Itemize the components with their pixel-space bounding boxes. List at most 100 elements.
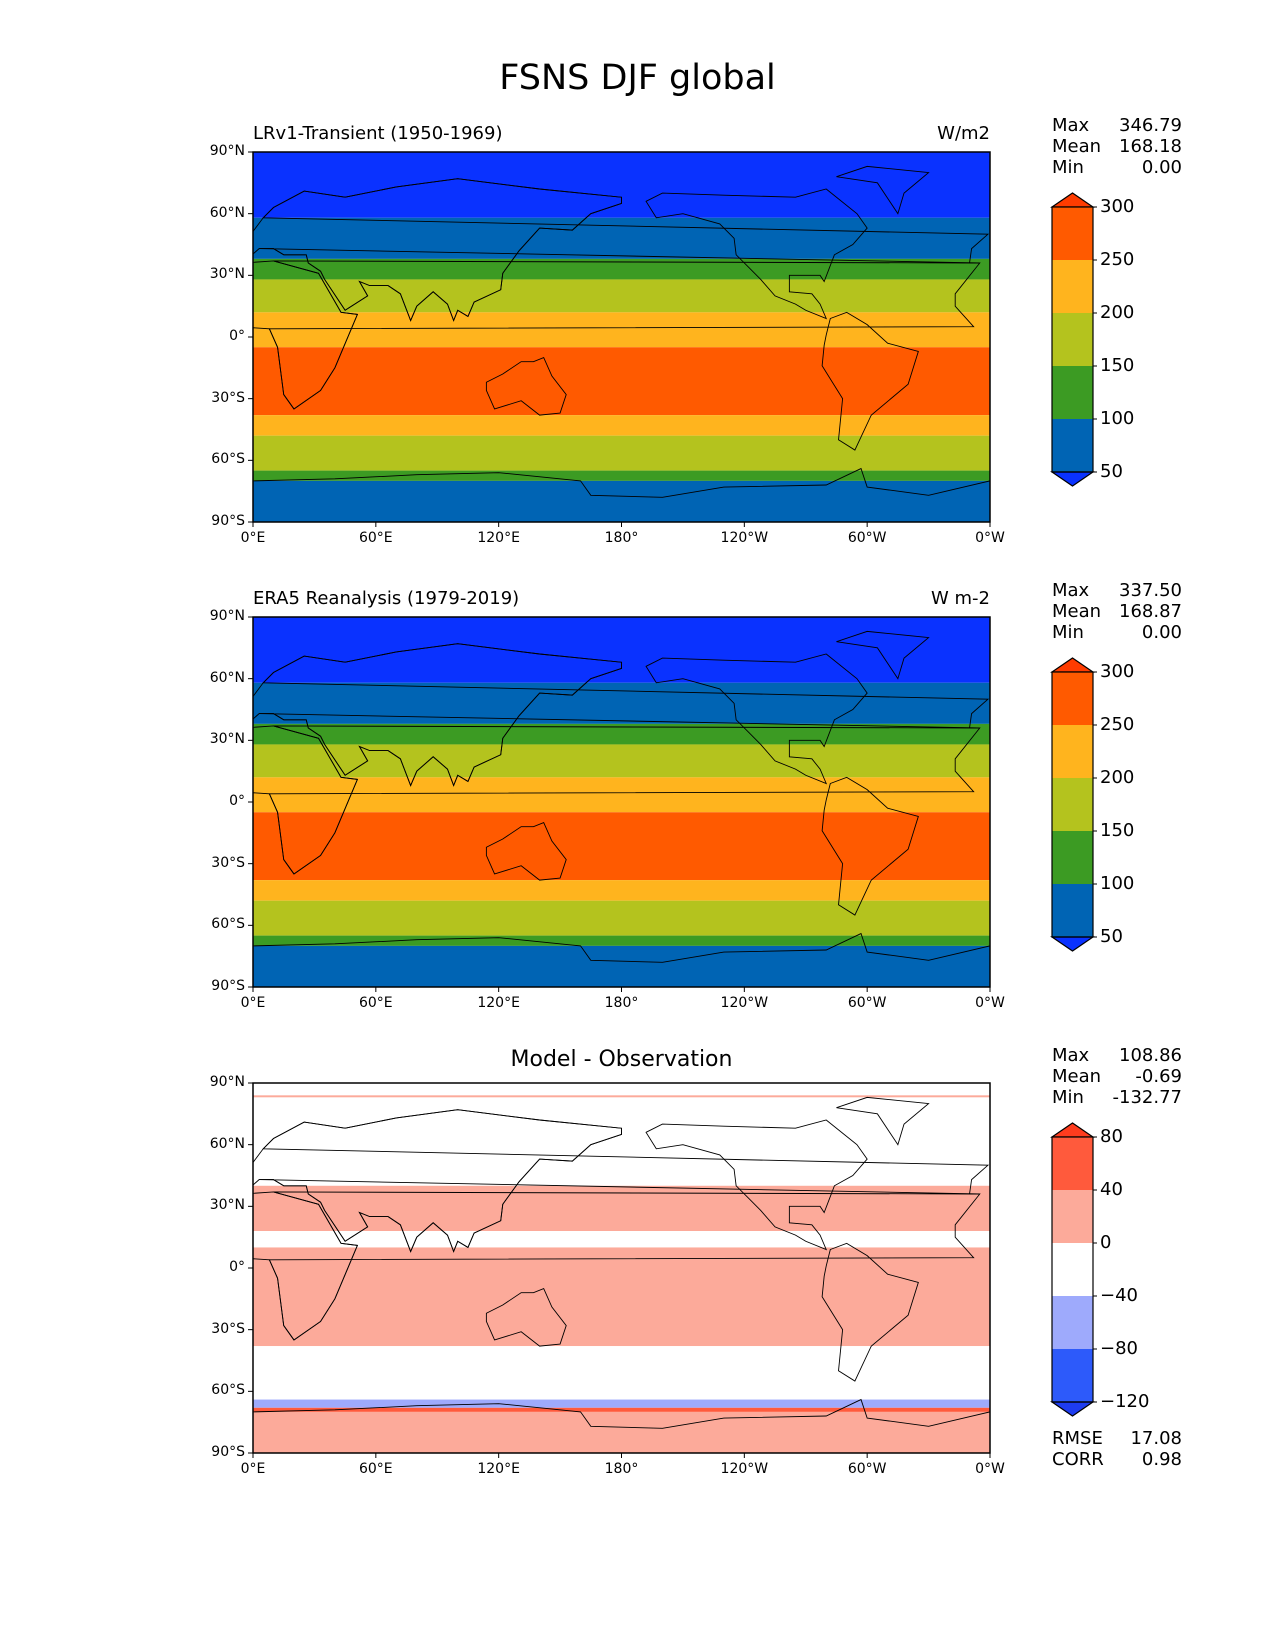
map-panel-2 — [253, 617, 990, 987]
stat-value: 337.50 — [1119, 580, 1182, 601]
coastline — [836, 165, 930, 215]
colorbar-segment — [1052, 207, 1093, 260]
lon-tick-label: 0°E — [240, 530, 266, 546]
panel-2-units: W m-2 — [930, 588, 990, 609]
coastline — [821, 1242, 919, 1382]
lon-tick-label: 180° — [604, 995, 639, 1011]
lat-tick-label: 90°N — [209, 143, 245, 159]
coastline — [485, 821, 567, 881]
panel-2-stats: Max 337.50 Mean 168.87 Min 0.00 — [1052, 580, 1182, 643]
lon-tick-label: 0°E — [240, 1461, 266, 1477]
colorbar-2 — [1050, 657, 1097, 952]
lat-tick-label: 60°S — [211, 451, 245, 468]
coastline — [253, 260, 359, 410]
lat-tick-label: 60°N — [209, 204, 245, 221]
stat-value: 17.08 — [1130, 1428, 1182, 1449]
stat-label: Mean — [1052, 601, 1102, 622]
map-panel-3 — [253, 1083, 990, 1453]
colorbar-frame — [1051, 671, 1094, 938]
lon-tick-label: 120°E — [477, 995, 520, 1011]
lon-tick-label: 0°E — [240, 995, 266, 1011]
stat-label: CORR — [1052, 1449, 1104, 1470]
field-band — [253, 723, 990, 745]
panel-3-stats: Max 108.86 Mean -0.69 Min -132.77 — [1052, 1045, 1182, 1108]
colorbar-tick-label: 150 — [1100, 820, 1135, 841]
figure-title: FSNS DJF global — [499, 58, 776, 98]
stat-value: -132.77 — [1112, 1087, 1182, 1108]
field-band — [253, 258, 990, 280]
coastline — [253, 725, 359, 875]
field-band — [253, 1411, 990, 1453]
colorbar-tick-label: 50 — [1100, 926, 1123, 947]
lon-tick-label: 60°E — [358, 995, 393, 1011]
colorbar-segment — [1052, 366, 1093, 419]
lat-tick-label: 90°S — [211, 1444, 245, 1460]
lon-tick-label: 0°W — [975, 530, 1005, 546]
panel-1-title-left: LRv1-Transient (1950-1969) — [253, 123, 503, 144]
panel-1-units: W/m2 — [937, 123, 990, 144]
colorbar-top-extend — [1050, 657, 1095, 673]
colorbar-tick-label: 50 — [1100, 461, 1123, 482]
field-band — [253, 617, 990, 683]
colorbar-tick-label: 200 — [1100, 302, 1135, 323]
colorbar-segment — [1052, 1296, 1093, 1349]
lon-tick-label: 60°E — [358, 530, 393, 546]
lat-tick-label: 60°S — [211, 916, 245, 933]
colorbar-frame — [1051, 1136, 1094, 1403]
stat-value: 0.98 — [1141, 1449, 1182, 1470]
lat-tick-label: 60°N — [209, 669, 245, 686]
stat-value: -0.69 — [1135, 1066, 1182, 1087]
lat-tick-label: 30°N — [209, 731, 245, 748]
field-band — [253, 347, 990, 416]
lon-tick-label: 120°W — [720, 1461, 769, 1477]
field-band — [253, 900, 990, 936]
field-band — [253, 744, 990, 778]
stat-label: Mean — [1052, 136, 1102, 157]
stat-label: RMSE — [1052, 1428, 1103, 1449]
field-band — [253, 1346, 990, 1400]
stat-value: 346.79 — [1119, 115, 1182, 136]
colorbar-tick-label: 300 — [1100, 196, 1135, 217]
lat-tick-label: 30°S — [211, 1320, 245, 1337]
stat-label: Max — [1052, 115, 1090, 136]
stat-value: 168.87 — [1119, 601, 1182, 622]
coastline — [253, 467, 990, 522]
lon-tick-label: 120°W — [720, 530, 769, 546]
colorbar-tick-label: 150 — [1100, 355, 1135, 376]
colorbar-tick-label: 0 — [1100, 1232, 1112, 1253]
colorbar-1 — [1050, 192, 1097, 487]
field-band — [253, 470, 990, 481]
field-band — [253, 217, 990, 259]
colorbar-segment — [1052, 313, 1093, 366]
field-band — [253, 880, 990, 901]
lat-tick-label: 0° — [229, 1259, 245, 1275]
lon-tick-label: 180° — [604, 530, 639, 546]
lon-tick-label: 60°W — [847, 995, 887, 1011]
colorbar-segment — [1052, 1349, 1093, 1402]
coastline — [253, 1191, 359, 1341]
lon-tick-label: 120°E — [477, 1461, 520, 1477]
panel-3-skill-stats: RMSE 17.08 CORR 0.98 — [1052, 1428, 1182, 1470]
lat-tick-label: 30°N — [209, 266, 245, 283]
lat-tick-label: 30°S — [211, 854, 245, 871]
coastline — [253, 178, 622, 322]
field-band — [253, 1407, 990, 1412]
field-band — [253, 1231, 990, 1248]
coastline — [253, 1109, 622, 1253]
coastline — [485, 1287, 567, 1347]
lat-tick-label: 30°N — [209, 1197, 245, 1214]
colorbar-3 — [1050, 1122, 1097, 1417]
stat-label: Max — [1052, 1045, 1090, 1066]
coastline — [645, 1119, 868, 1251]
lon-tick-label: 60°W — [847, 530, 887, 546]
lat-tick-label: 60°S — [211, 1382, 245, 1399]
field-band — [253, 1083, 990, 1096]
lon-tick-label: 180° — [604, 1461, 639, 1477]
colorbar-bottom-extend — [1050, 936, 1095, 952]
panel-3-title: Model - Observation — [510, 1047, 733, 1072]
field-band — [253, 1095, 990, 1098]
stat-value: 108.86 — [1119, 1045, 1182, 1066]
lon-tick-label: 60°E — [358, 1461, 393, 1477]
field-band — [253, 1097, 990, 1186]
